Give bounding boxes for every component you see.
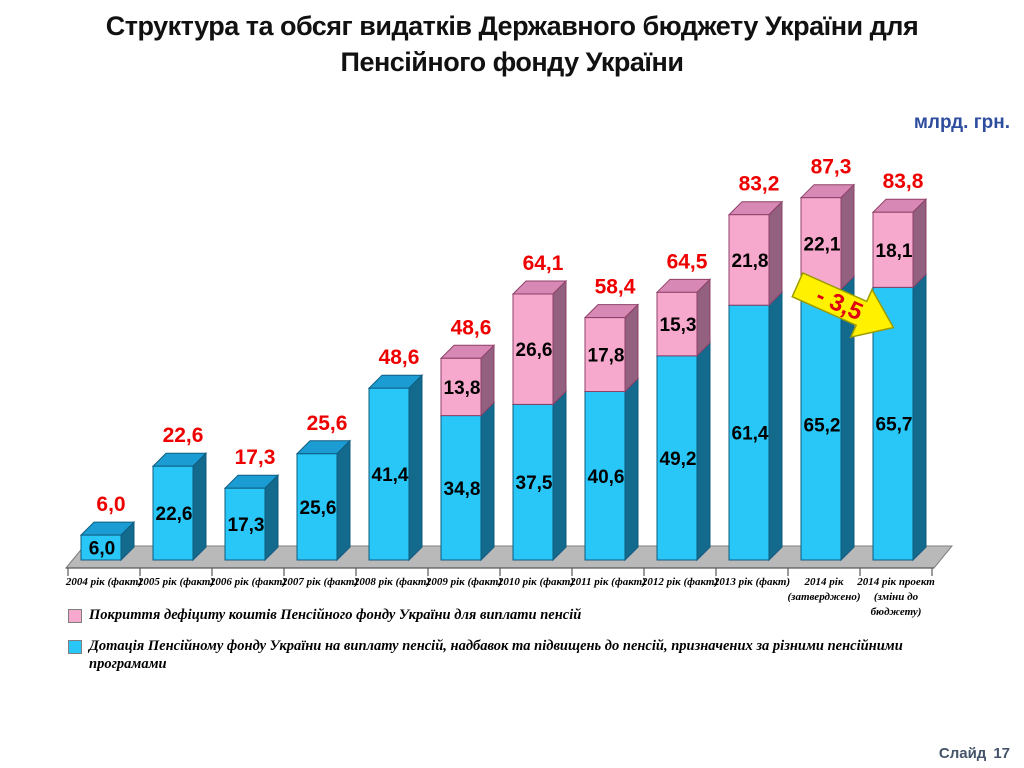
bar-segment-deficit xyxy=(656,291,698,357)
bar-value-label-subsidy: 65,7 xyxy=(876,415,913,436)
bar-side-subsidy xyxy=(264,473,279,562)
category-label: 2005 рік (факт) xyxy=(137,576,214,588)
bar-side-subsidy xyxy=(768,290,783,562)
bar-value-label-subsidy: 61,4 xyxy=(732,424,769,445)
bar-side-subsidy xyxy=(408,373,423,562)
slide-footer: Слайд 17 xyxy=(932,745,1010,762)
bar-value-label-deficit: 22,1 xyxy=(804,235,841,256)
category-label: 2012 рік (факт) xyxy=(641,576,718,588)
slide-title: Структура та обсяг видатків Державного б… xyxy=(105,11,919,78)
legend-swatch-blue-icon xyxy=(68,640,82,655)
total-value-label: 48,6 xyxy=(379,346,420,369)
bar-segment-deficit xyxy=(584,317,626,393)
total-value-label: 25,6 xyxy=(307,412,348,435)
total-value-label: 64,1 xyxy=(523,252,564,275)
chart-legend: Покриття дефіциту коштів Пенсійного фонд… xyxy=(68,606,968,686)
bar-side-deficit xyxy=(840,183,855,291)
legend-swatch-pink-icon xyxy=(68,609,82,623)
bar-segment-subsidy xyxy=(584,391,626,561)
bar-segment-subsidy xyxy=(872,286,914,561)
bar-value-label-deficit: 21,8 xyxy=(732,251,769,272)
bar-segment-subsidy xyxy=(728,304,770,561)
legend-label-deficit-coverage: Покриття дефіциту коштів Пенсійного фонд… xyxy=(89,607,582,623)
legend-label-subsidy: Дотація Пенсійному фонду України на випл… xyxy=(89,638,903,673)
total-value-label: 83,2 xyxy=(739,173,780,196)
category-label: 2009 рік (факт) xyxy=(425,576,502,588)
bar-value-label-deficit: 26,6 xyxy=(516,340,553,361)
bar-side-subsidy xyxy=(912,273,927,562)
bar-segment-deficit xyxy=(728,214,770,306)
bar-segment-subsidy xyxy=(152,465,194,561)
bar-side-subsidy xyxy=(336,439,351,562)
bar-value-label-subsidy: 40,6 xyxy=(588,467,625,488)
bar-segment-subsidy xyxy=(368,387,410,561)
bar-value-label-subsidy: 25,6 xyxy=(300,498,337,519)
footer-label: Слайд xyxy=(938,745,987,762)
bar-value-label-subsidy: 41,4 xyxy=(372,465,409,486)
bar-value-label-subsidy: 22,6 xyxy=(156,504,193,525)
bar-value-label-subsidy: 65,2 xyxy=(804,416,841,437)
bar-side-deficit xyxy=(912,198,927,289)
bar-value-label-deficit: 18,1 xyxy=(876,241,913,262)
bar-value-label-deficit: 15,3 xyxy=(660,315,697,336)
bar-value-label-subsidy: 37,5 xyxy=(516,473,553,494)
bar-segment-subsidy xyxy=(80,534,122,561)
axis-unit-label: млрд. грн. xyxy=(913,112,1010,133)
category-label: 2010 рік (факт) xyxy=(497,576,574,588)
bar-segment-subsidy xyxy=(296,453,338,561)
bar-side-subsidy xyxy=(552,390,567,562)
bar-side-subsidy xyxy=(480,401,495,562)
bar-segment-deficit xyxy=(512,293,554,405)
bar-segment-deficit xyxy=(872,211,914,288)
bar-side-subsidy xyxy=(192,452,207,562)
bar-value-label-subsidy: 17,3 xyxy=(228,515,265,536)
legend-item-subsidy: Дотація Пенсійному фонду України на випл… xyxy=(68,637,968,673)
bar-segment-subsidy xyxy=(800,288,842,561)
bar-segment-deficit xyxy=(440,357,482,417)
legend-item-deficit-coverage: Покриття дефіциту коштів Пенсійного фонд… xyxy=(68,606,968,624)
category-label: 2014 рік проект (зміни до бюджету) xyxy=(856,576,935,618)
bar-segment-subsidy xyxy=(224,487,266,561)
bar-value-label-subsidy: 6,0 xyxy=(89,539,115,560)
category-label: 2007 рік (факт) xyxy=(281,576,358,588)
total-value-label: 64,5 xyxy=(667,250,708,273)
bar-segment-subsidy xyxy=(512,403,554,561)
decrease-arrow-icon xyxy=(791,271,895,339)
bar-value-label-deficit: 17,8 xyxy=(588,346,625,367)
bar-value-label-subsidy: 49,2 xyxy=(660,449,697,470)
bar-value-label-subsidy: 34,8 xyxy=(444,479,481,500)
total-value-label: 58,4 xyxy=(595,276,636,299)
total-value-label: 87,3 xyxy=(811,156,852,179)
category-label: 2008 рік (факт) xyxy=(353,576,430,588)
bar-segment-subsidy xyxy=(440,415,482,561)
bar-segment-deficit xyxy=(800,197,842,290)
category-label: 2014 рік (затверджено) xyxy=(788,576,861,603)
bar-side-subsidy xyxy=(696,341,711,562)
category-label: 2006 рік (факт) xyxy=(209,576,286,588)
total-value-label: 48,6 xyxy=(451,316,492,339)
bar-side-subsidy xyxy=(624,377,639,562)
category-label: 2011 рік (факт) xyxy=(569,576,646,588)
total-value-label: 83,8 xyxy=(883,170,924,193)
bar-side-deficit xyxy=(552,279,567,406)
total-value-label: 17,3 xyxy=(235,446,276,469)
total-value-label: 22,6 xyxy=(163,424,204,447)
total-value-label: 6,0 xyxy=(96,493,125,516)
footer-page-number: 17 xyxy=(993,745,1010,762)
category-label: 2004 рік (факт) xyxy=(65,576,142,588)
bar-side-deficit xyxy=(768,200,783,307)
bar-value-label-deficit: 13,8 xyxy=(444,378,481,399)
bar-side-deficit xyxy=(624,303,639,393)
category-label: 2013 рік (факт) xyxy=(713,576,790,588)
bar-side-deficit xyxy=(696,278,711,358)
bar-side-deficit xyxy=(480,344,495,417)
